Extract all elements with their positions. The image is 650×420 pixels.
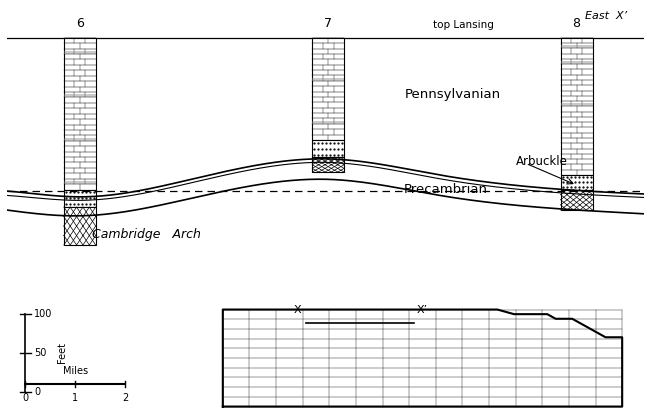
Bar: [561, 175, 593, 189]
Text: 7: 7: [324, 18, 332, 31]
Bar: [64, 51, 96, 54]
Text: 1: 1: [72, 393, 78, 403]
Text: Precambrian: Precambrian: [404, 183, 488, 196]
Text: 0: 0: [22, 393, 28, 403]
Text: X’: X’: [417, 305, 428, 315]
Text: top Lansing: top Lansing: [434, 20, 494, 30]
Bar: [561, 45, 593, 48]
Bar: [561, 103, 593, 106]
Bar: [64, 207, 96, 245]
Bar: [64, 181, 96, 184]
Text: 2: 2: [122, 393, 129, 403]
Text: Arbuckle: Arbuckle: [516, 155, 568, 168]
Text: East  X’: East X’: [586, 11, 627, 21]
Text: 0: 0: [34, 386, 40, 396]
Bar: [64, 94, 96, 97]
Text: X: X: [294, 305, 302, 315]
Bar: [312, 38, 344, 140]
Bar: [561, 189, 593, 210]
Bar: [561, 38, 593, 175]
Text: Pennsylvanian: Pennsylvanian: [404, 88, 500, 101]
Text: Cambridge   Arch: Cambridge Arch: [92, 228, 201, 241]
Bar: [312, 158, 344, 172]
Bar: [312, 78, 344, 81]
Text: Miles: Miles: [62, 366, 88, 376]
Bar: [312, 140, 344, 158]
Text: 100: 100: [34, 309, 53, 319]
Bar: [561, 61, 593, 64]
Bar: [312, 121, 344, 124]
Bar: [64, 38, 96, 189]
Bar: [64, 138, 96, 141]
Text: 6: 6: [76, 18, 84, 31]
Text: Feet: Feet: [57, 342, 67, 363]
Text: 50: 50: [34, 348, 47, 358]
Text: 8: 8: [573, 18, 580, 31]
Polygon shape: [223, 310, 622, 407]
Bar: [64, 189, 96, 207]
